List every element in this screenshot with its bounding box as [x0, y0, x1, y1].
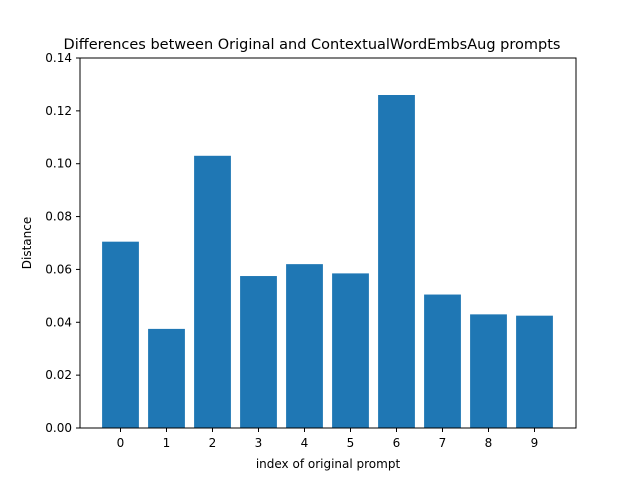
y-tick-label: 0.02 [45, 368, 72, 382]
x-tick-label: 2 [209, 436, 217, 450]
bar-5 [332, 273, 369, 428]
y-tick-label: 0.04 [45, 315, 72, 329]
x-tick-label: 7 [439, 436, 447, 450]
x-tick-label: 6 [393, 436, 401, 450]
y-tick-label: 0.14 [45, 51, 72, 65]
bar-2 [194, 155, 231, 429]
chart-title: Differences between Original and Context… [64, 37, 561, 53]
bar-4 [286, 264, 323, 428]
x-axis-label: index of original prompt [256, 457, 401, 471]
bar-9 [516, 315, 553, 428]
bar-3 [240, 276, 277, 428]
x-tick-label: 1 [163, 436, 171, 450]
x-tick-label: 3 [255, 436, 263, 450]
x-tick-label: 0 [117, 436, 125, 450]
y-axis: 0.00 0.02 0.04 0.06 0.08 0.10 0.12 0.14 [45, 51, 80, 435]
x-tick-label: 8 [485, 436, 493, 450]
bar-6 [378, 95, 415, 428]
bars-layer [102, 95, 553, 429]
bar-1 [148, 328, 185, 428]
y-tick-label: 0.12 [45, 104, 72, 118]
x-tick-label: 4 [301, 436, 309, 450]
bar-8 [470, 314, 507, 428]
y-axis-label: Distance [20, 217, 34, 269]
x-tick-label: 9 [531, 436, 539, 450]
y-tick-label: 0.10 [45, 157, 72, 171]
bar-7 [424, 294, 461, 428]
x-tick-label: 5 [347, 436, 355, 450]
plot-frame [79, 57, 577, 429]
y-tick-label: 0.08 [45, 210, 72, 224]
y-tick-label: 0.06 [45, 262, 72, 276]
bar-0 [102, 241, 139, 428]
x-axis: 0 1 2 3 4 5 6 7 8 9 [117, 428, 539, 450]
y-tick-label: 0.00 [45, 421, 72, 435]
